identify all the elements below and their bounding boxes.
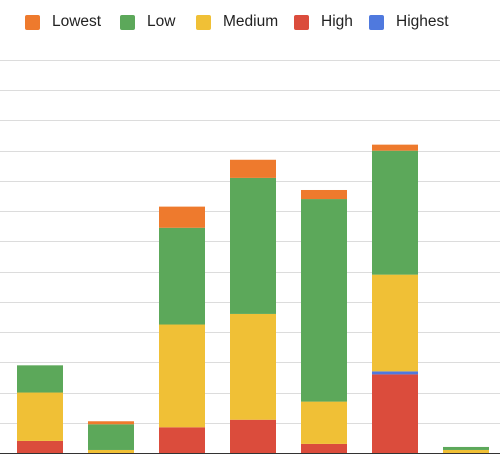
legend-swatch [120,14,135,30]
legend-label: Highest [396,13,449,30]
chart-legend: Lowest Low Medium High Highest [0,0,500,45]
bar-segment-lowest[interactable] [230,159,276,178]
legend-item-medium[interactable]: Medium [196,12,278,32]
bar-segment-highest[interactable] [372,371,418,375]
legend-item-high[interactable]: High [294,12,353,32]
legend-label: Medium [223,13,279,30]
legend-item-low[interactable]: Low [120,12,175,32]
legend-swatch [294,14,309,30]
bar-segment-medium[interactable] [301,401,347,444]
bar-segment-medium[interactable] [17,392,63,441]
bar-segment-medium[interactable] [159,324,205,428]
bar-segment-high[interactable] [17,440,63,453]
bar-segment-lowest[interactable] [88,421,134,425]
bar-segment-medium[interactable] [443,449,489,453]
legend-swatch [369,14,384,30]
bar-segment-high[interactable] [159,427,205,453]
bar-segment-low[interactable] [372,150,418,275]
legend-item-lowest[interactable]: Lowest [25,12,101,32]
legend-label: Lowest [52,13,102,30]
bar-segment-low[interactable] [230,177,276,314]
bar-segment-low[interactable] [159,227,205,325]
legend-swatch [196,14,211,30]
bar-segment-medium[interactable] [372,274,418,372]
bar-segment-medium[interactable] [230,313,276,420]
bar-segment-medium[interactable] [88,449,134,453]
bar-segment-high[interactable] [301,443,347,453]
bar-segment-low[interactable] [17,365,63,393]
bar-segment-lowest[interactable] [372,144,418,151]
legend-label: Low [147,13,176,30]
bar-segment-high[interactable] [230,419,276,453]
bar-segment-low[interactable] [301,199,347,402]
bar-segment-high[interactable] [372,374,418,453]
legend-label: High [321,13,353,30]
legend-swatch [25,14,40,30]
bar-segment-lowest[interactable] [301,189,347,200]
bar-segment-lowest[interactable] [159,206,205,228]
bar-segment-low[interactable] [443,446,489,450]
legend-item-highest[interactable]: Highest [369,12,449,32]
bar-segment-low[interactable] [88,424,134,450]
